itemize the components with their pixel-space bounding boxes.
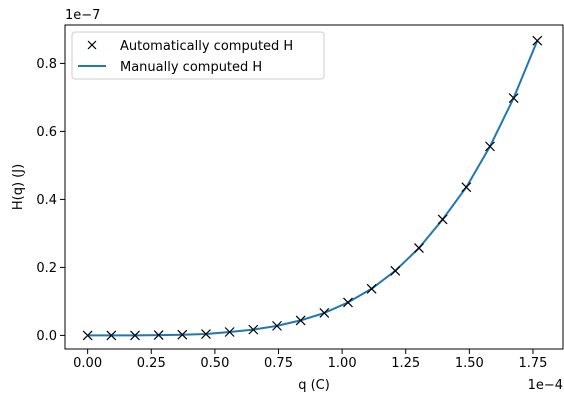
x-marker-stroke — [224, 327, 235, 337]
y-tick-label: 0.6 — [36, 125, 57, 140]
plot-marks — [82, 35, 543, 341]
data-point-auto — [366, 283, 377, 294]
x-tick-label: 0.50 — [200, 356, 229, 371]
x-marker-stroke — [201, 329, 211, 339]
x-marker-stroke — [532, 35, 543, 46]
data-point-auto — [532, 35, 543, 46]
x-marker-stroke — [177, 329, 188, 340]
legend-box — [71, 31, 325, 80]
y-tick-label: 0.0 — [36, 329, 57, 344]
legend-label-auto: Automatically computed H — [120, 39, 293, 54]
data-point-auto — [414, 243, 424, 253]
data-point-auto — [177, 329, 188, 340]
x-marker-stroke — [485, 141, 495, 152]
x-marker-stroke — [153, 330, 164, 340]
x-marker-stroke — [437, 214, 448, 225]
data-point-auto — [390, 265, 401, 276]
data-point-auto — [153, 330, 164, 340]
y-tick-label: 0.4 — [36, 193, 57, 208]
x-marker-stroke — [130, 330, 140, 341]
x-marker-stroke — [366, 283, 377, 294]
x-tick-label: 1.25 — [391, 356, 420, 371]
x-tick-label: 1.00 — [328, 356, 357, 371]
x-tick-label: 0.00 — [73, 356, 102, 371]
x-marker-stroke — [272, 320, 282, 331]
data-point-auto — [319, 308, 330, 318]
data-point-auto — [82, 330, 93, 341]
x-marker-stroke — [414, 243, 424, 253]
data-point-auto — [224, 327, 235, 337]
x-marker-stroke — [461, 182, 472, 193]
data-point-auto — [106, 330, 117, 341]
y-tick-label: 0.2 — [36, 261, 57, 276]
y-axis: 0.0 0.2 0.4 0.6 0.8 — [36, 57, 65, 344]
x-tick-label: 0.25 — [137, 356, 166, 371]
x-axis: 0.00 0.25 0.50 0.75 1.00 1.25 1.50 1.75 — [73, 349, 547, 371]
data-point-auto — [485, 141, 495, 152]
data-point-auto — [130, 330, 140, 341]
data-point-auto — [295, 315, 306, 326]
series-line-manual — [87, 40, 539, 337]
x-tick-label: 1.75 — [518, 356, 547, 371]
x-marker-stroke — [390, 265, 401, 276]
data-point-auto — [248, 324, 259, 335]
x-marker-stroke — [319, 308, 330, 318]
y-tick-label: 0.8 — [36, 57, 57, 72]
x-axis-label: q (C) — [298, 378, 330, 393]
x-marker-stroke — [82, 330, 93, 341]
y-offset-label: 1e−7 — [65, 8, 100, 23]
data-point-auto — [343, 297, 353, 308]
legend-marker-x — [87, 40, 97, 50]
x-tick-label: 0.75 — [264, 356, 293, 371]
data-point-auto — [437, 214, 448, 225]
data-point-auto — [461, 182, 472, 193]
x-marker-stroke — [248, 324, 259, 335]
y-axis-label: H(q) (J) — [11, 164, 26, 210]
data-point-auto — [201, 329, 211, 339]
x-offset-label: 1e−4 — [528, 378, 563, 393]
x-marker-stroke — [508, 93, 519, 104]
legend-label-manual: Manually computed H — [120, 60, 262, 75]
x-marker-stroke — [106, 330, 117, 341]
x-tick-label: 1.50 — [455, 356, 484, 371]
data-point-auto — [272, 320, 282, 331]
x-marker-stroke — [343, 297, 353, 308]
legend: Automatically computed H Manually comput… — [71, 31, 325, 80]
x-marker-stroke — [295, 315, 306, 326]
data-point-auto — [508, 93, 519, 104]
plot-frame — [64, 24, 564, 350]
